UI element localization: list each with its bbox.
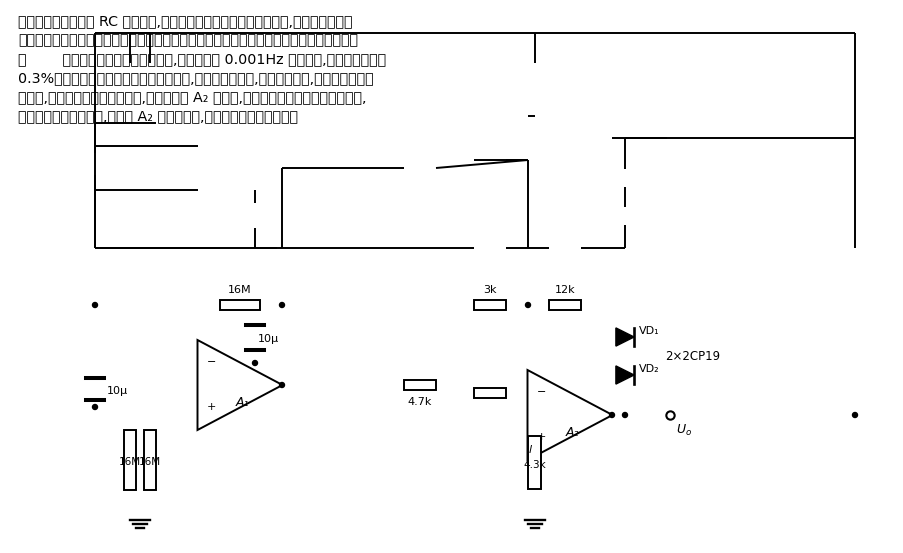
- Text: 10μ: 10μ: [257, 334, 279, 344]
- Text: l: l: [528, 445, 531, 455]
- Circle shape: [525, 302, 530, 307]
- Text: 流也小,此时二极管的等效电阻大,加大了运放 A₂ 的增益,保证了起振条件。当振幅过大时,: 流也小,此时二极管的等效电阻大,加大了运放 A₂ 的增益,保证了起振条件。当振幅…: [18, 90, 366, 104]
- Text: 二极管的等效电阻减小,使运放 A₂ 的增益下降,从而保证了振幅的稳定。: 二极管的等效电阻减小,使运放 A₂ 的增益下降,从而保证了振幅的稳定。: [18, 109, 298, 123]
- Text: 16M: 16M: [119, 457, 141, 467]
- Bar: [144, 430, 156, 490]
- Polygon shape: [615, 328, 633, 346]
- Text: 16M: 16M: [228, 285, 252, 295]
- Text: 4.3k: 4.3k: [523, 460, 545, 470]
- Circle shape: [279, 383, 284, 388]
- Circle shape: [609, 413, 614, 418]
- Text: 利用文氏电桥组成的 RC 振荡电路,若要产生非常低的正弦波振荡信号,往往由于电阻值: 利用文氏电桥组成的 RC 振荡电路,若要产生非常低的正弦波振荡信号,往往由于电阻…: [18, 14, 352, 28]
- Text: 4.7k: 4.7k: [407, 397, 432, 407]
- Text: 10μ: 10μ: [107, 386, 128, 396]
- Bar: [528, 436, 541, 489]
- Circle shape: [92, 302, 98, 307]
- Circle shape: [622, 413, 627, 418]
- Text: 16M: 16M: [139, 457, 161, 467]
- Circle shape: [279, 302, 284, 307]
- Text: VD₁: VD₁: [638, 326, 659, 336]
- Polygon shape: [615, 366, 633, 384]
- Bar: [404, 380, 435, 390]
- Text: +: +: [535, 432, 545, 442]
- Text: +: +: [206, 403, 216, 413]
- Text: $U_o$: $U_o$: [675, 423, 692, 438]
- Circle shape: [92, 404, 98, 410]
- Text: 3k: 3k: [483, 285, 497, 295]
- Text: A₂: A₂: [564, 426, 578, 440]
- Circle shape: [852, 413, 857, 418]
- Bar: [548, 300, 581, 310]
- Text: 0.3%。图中的二极管用来稳定振荡的幅度,当振荡刚建立时,由于振幅较小,通过二极管的电: 0.3%。图中的二极管用来稳定振荡的幅度,当振荡刚建立时,由于振幅较小,通过二极…: [18, 71, 373, 85]
- Text: 图        是一个实用的甚低频振荡电路,它可以产生 0.001Hz 的正弦波,其非线性失真为: 图 是一个实用的甚低频振荡电路,它可以产生 0.001Hz 的正弦波,其非线性失…: [18, 52, 386, 66]
- Circle shape: [252, 361, 257, 366]
- Bar: [219, 300, 260, 310]
- Text: −: −: [535, 388, 545, 398]
- Text: A₁: A₁: [235, 397, 248, 410]
- Text: 2×2CP19: 2×2CP19: [665, 349, 720, 363]
- Text: 和电容值过大而无法实现。用运算放大器组成的甚低频正弦波振荡电路就不存在这个问题。: 和电容值过大而无法实现。用运算放大器组成的甚低频正弦波振荡电路就不存在这个问题。: [18, 33, 358, 47]
- Circle shape: [252, 302, 257, 307]
- Text: −: −: [206, 357, 216, 368]
- Text: VD₂: VD₂: [638, 364, 659, 374]
- Text: 12k: 12k: [554, 285, 574, 295]
- Bar: [473, 300, 506, 310]
- Bar: [124, 430, 135, 490]
- Bar: [473, 388, 506, 398]
